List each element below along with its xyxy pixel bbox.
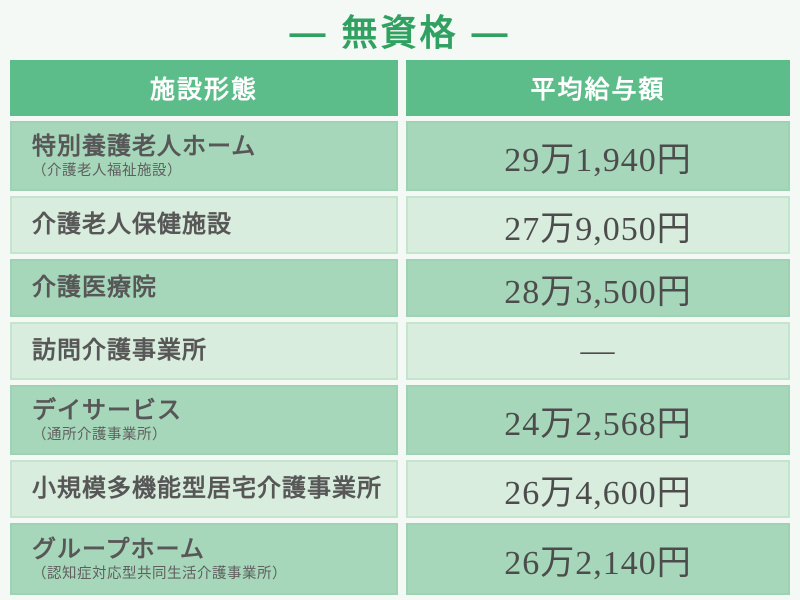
salary-table: 施設形態 平均給与額 特別養護老人ホーム （介護老人福祉施設） 29万1,940… <box>10 60 790 595</box>
salary-cell: 29万1,940円 <box>406 121 790 191</box>
salary-cell: 27万9,050円 <box>406 196 790 254</box>
header-cell-facility: 施設形態 <box>10 60 398 116</box>
facility-name: グループホーム <box>32 535 205 563</box>
header-cell-salary: 平均給与額 <box>406 60 790 116</box>
page-title: — 無資格 — <box>289 12 511 53</box>
salary-value: 26万2,140円 <box>504 544 692 582</box>
facility-name: 特別養護老人ホーム <box>32 132 257 160</box>
facility-cell: デイサービス （通所介護事業所） <box>10 385 398 455</box>
table-row: グループホーム （認知症対応型共同生活介護事業所） 26万2,140円 <box>10 523 790 595</box>
table-header-row: 施設形態 平均給与額 <box>10 60 790 116</box>
salary-value-dash: ― <box>580 332 616 369</box>
facility-name: 訪問介護事業所 <box>32 337 207 364</box>
salary-cell: ― <box>406 322 790 380</box>
facility-stack: デイサービス （通所介護事業所） <box>32 396 182 444</box>
salary-value: 24万2,568円 <box>504 405 692 443</box>
title-band: — 無資格 — <box>10 0 790 60</box>
facility-cell: 介護老人保健施設 <box>10 196 398 254</box>
facility-name: 介護老人保健施設 <box>32 211 232 238</box>
facility-header-label: 施設形態 <box>149 76 258 104</box>
facility-name: 介護医療院 <box>32 274 157 301</box>
table-row: 介護医療院 28万3,500円 <box>10 259 790 317</box>
table-row: 小規模多機能型居宅介護事業所 26万4,600円 <box>10 460 790 518</box>
salary-value: 26万4,600円 <box>504 474 692 512</box>
table-row: 介護老人保健施設 27万9,050円 <box>10 196 790 254</box>
facility-name: 小規模多機能型居宅介護事業所 <box>32 475 382 502</box>
facility-stack: グループホーム （認知症対応型共同生活介護事業所） <box>32 535 287 583</box>
facility-subtitle: （通所介護事業所） <box>32 426 167 443</box>
facility-cell: 介護医療院 <box>10 259 398 317</box>
salary-value: 27万9,050円 <box>504 210 692 248</box>
facility-cell: グループホーム （認知症対応型共同生活介護事業所） <box>10 523 398 595</box>
table-row: デイサービス （通所介護事業所） 24万2,568円 <box>10 385 790 455</box>
salary-cell: 24万2,568円 <box>406 385 790 455</box>
facility-cell: 特別養護老人ホーム （介護老人福祉施設） <box>10 121 398 191</box>
facility-stack: 小規模多機能型居宅介護事業所 <box>32 474 382 504</box>
table-row: 訪問介護事業所 ― <box>10 322 790 380</box>
salary-cell: 26万2,140円 <box>406 523 790 595</box>
facility-name: デイサービス <box>32 396 182 424</box>
facility-subtitle: （介護老人福祉施設） <box>32 162 182 179</box>
table-row: 特別養護老人ホーム （介護老人福祉施設） 29万1,940円 <box>10 121 790 191</box>
facility-stack: 介護医療院 <box>32 273 157 303</box>
salary-cell: 26万4,600円 <box>406 460 790 518</box>
facility-subtitle: （認知症対応型共同生活介護事業所） <box>32 565 287 582</box>
salary-cell: 28万3,500円 <box>406 259 790 317</box>
salary-header-label: 平均給与額 <box>530 76 666 104</box>
facility-stack: 介護老人保健施設 <box>32 210 232 240</box>
facility-stack: 特別養護老人ホーム （介護老人福祉施設） <box>32 132 256 180</box>
salary-value: 29万1,940円 <box>504 141 692 179</box>
facility-cell: 訪問介護事業所 <box>10 322 398 380</box>
facility-cell: 小規模多機能型居宅介護事業所 <box>10 460 398 518</box>
facility-stack: 訪問介護事業所 <box>32 336 207 366</box>
salary-value: 28万3,500円 <box>504 273 692 311</box>
